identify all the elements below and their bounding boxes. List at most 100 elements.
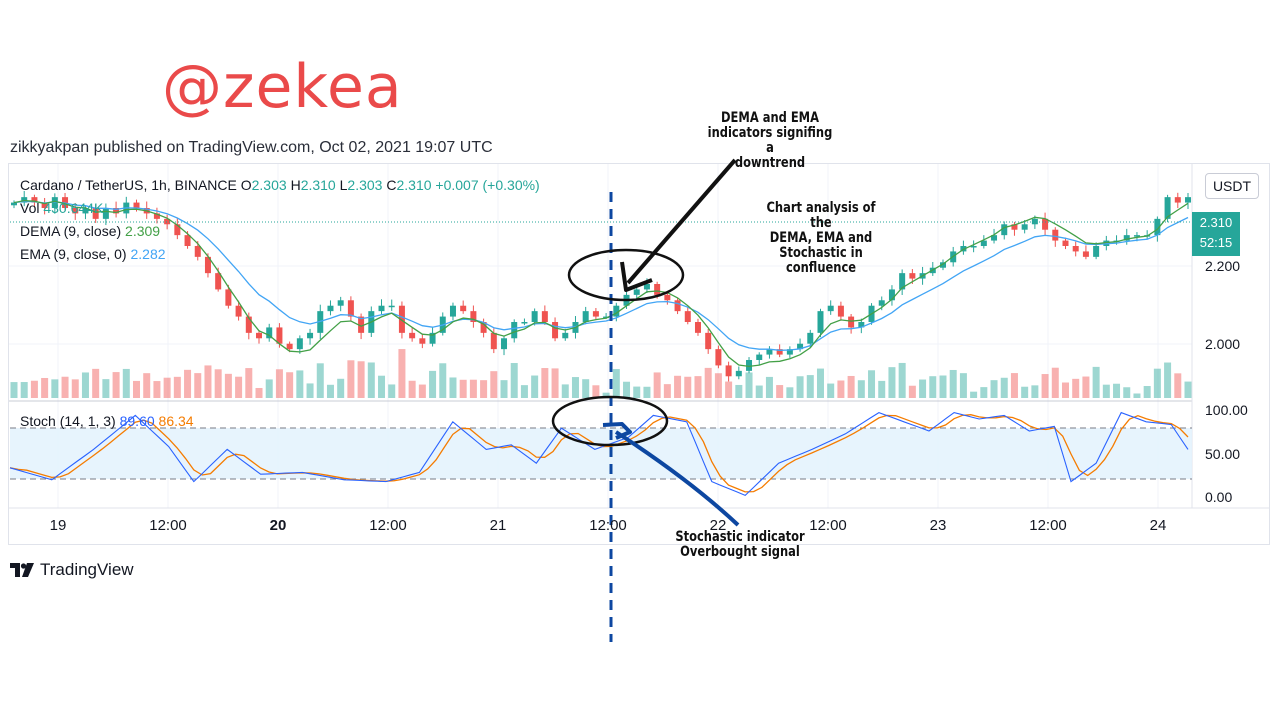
volume-bar: [1010, 373, 1018, 398]
candle-body: [705, 332, 712, 350]
volume-bar: [633, 386, 641, 398]
volume-bar: [970, 391, 978, 398]
time-axis-label: 12:00: [1029, 517, 1067, 534]
volume-bar: [184, 369, 192, 398]
volume-bar: [316, 363, 324, 398]
volume-bar: [429, 370, 437, 398]
volume-bar: [1000, 377, 1008, 398]
candle-body: [766, 349, 773, 355]
candle-body: [51, 197, 58, 208]
candle-body: [807, 332, 814, 344]
candle-body: [817, 311, 824, 333]
volume-bar: [898, 362, 906, 398]
candle-body: [511, 322, 518, 339]
volume-bar: [551, 368, 559, 398]
volume-bar: [571, 377, 579, 398]
candle-body: [827, 305, 834, 312]
candle-body: [1031, 218, 1038, 225]
volume-bar: [439, 363, 447, 398]
candle-body: [41, 202, 48, 208]
candle-body: [449, 305, 456, 317]
candle-body: [613, 305, 620, 317]
candle-body: [1082, 251, 1089, 257]
volume-bar: [296, 370, 304, 398]
volume-bar: [398, 349, 406, 398]
volume-bar: [194, 373, 202, 398]
volume-bar: [1113, 383, 1121, 398]
volume-bar: [745, 372, 753, 398]
candle-body: [1042, 218, 1049, 230]
volume-bar: [10, 382, 18, 398]
volume-bar: [459, 379, 467, 398]
price-axis-label: 2.200: [1205, 258, 1241, 274]
volume-bar: [255, 387, 263, 398]
volume-bar: [92, 368, 100, 398]
volume-bar: [990, 380, 998, 398]
volume-bar: [143, 373, 151, 398]
candle-body: [113, 208, 120, 214]
volume-bar: [1143, 386, 1151, 398]
tradingview-logo[interactable]: TradingView: [10, 560, 134, 580]
volume-bar: [306, 383, 314, 398]
candle-body: [245, 316, 252, 333]
volume-bar: [592, 385, 600, 398]
time-axis-label: 20: [269, 517, 287, 534]
candle-body: [82, 208, 89, 214]
volume-bar: [163, 377, 171, 398]
black-arrow-head: [620, 261, 653, 292]
volume-bar: [1072, 378, 1080, 398]
candle-body: [521, 322, 528, 324]
annotation-confluence: Chart analysis of the DEMA, EMA and Stoc…: [766, 200, 876, 276]
volume-bar: [133, 380, 141, 398]
volume-bar: [1133, 393, 1141, 398]
volume-bar: [357, 361, 365, 398]
time-axis-label: 12:00: [589, 517, 627, 534]
volume-bar: [41, 377, 49, 398]
candle-body: [797, 343, 804, 350]
candle-body: [878, 300, 885, 306]
candle-body: [643, 284, 650, 290]
volume-bar: [582, 379, 590, 398]
stoch-circle: [551, 395, 669, 447]
volume-bar: [286, 372, 294, 398]
volume-bar: [684, 376, 692, 398]
volume-bar: [347, 360, 355, 398]
volume-bar: [520, 385, 528, 398]
currency-button[interactable]: USDT: [1205, 173, 1259, 199]
volume-bar: [337, 378, 345, 398]
candle-body: [358, 316, 365, 333]
volume-bar: [888, 367, 896, 398]
candle-body: [1164, 197, 1171, 219]
chart-frame[interactable]: [8, 163, 1270, 545]
volume-bar: [878, 380, 886, 398]
volume-bar: [561, 384, 569, 398]
candle-body: [756, 354, 763, 360]
time-axis-label: 21: [489, 517, 507, 534]
candle-body: [164, 218, 171, 225]
tradingview-logo-icon: [10, 563, 34, 577]
candle-body: [276, 327, 283, 344]
candle-body: [327, 305, 334, 312]
candle-body: [970, 246, 977, 248]
volume-bar: [1174, 373, 1182, 398]
candle-body: [654, 284, 661, 295]
candle-body: [256, 332, 263, 339]
candle-body: [286, 343, 293, 350]
volume-bar: [173, 376, 181, 398]
candle-body: [470, 311, 477, 322]
candle-body: [388, 305, 395, 308]
volume-bar: [725, 381, 733, 398]
time-axis-label: 12:00: [809, 517, 847, 534]
candle-body: [776, 349, 783, 355]
candle-body: [786, 349, 793, 355]
volume-bar: [796, 376, 804, 398]
candle-body: [1011, 224, 1018, 230]
stoch-axis-label: 50.00: [1205, 446, 1241, 462]
candle-body: [837, 305, 844, 317]
volume-bar: [469, 379, 477, 398]
candle-body: [562, 332, 569, 339]
candle-body: [184, 235, 191, 246]
volume-bar: [929, 376, 937, 398]
volume-bar: [765, 376, 773, 398]
